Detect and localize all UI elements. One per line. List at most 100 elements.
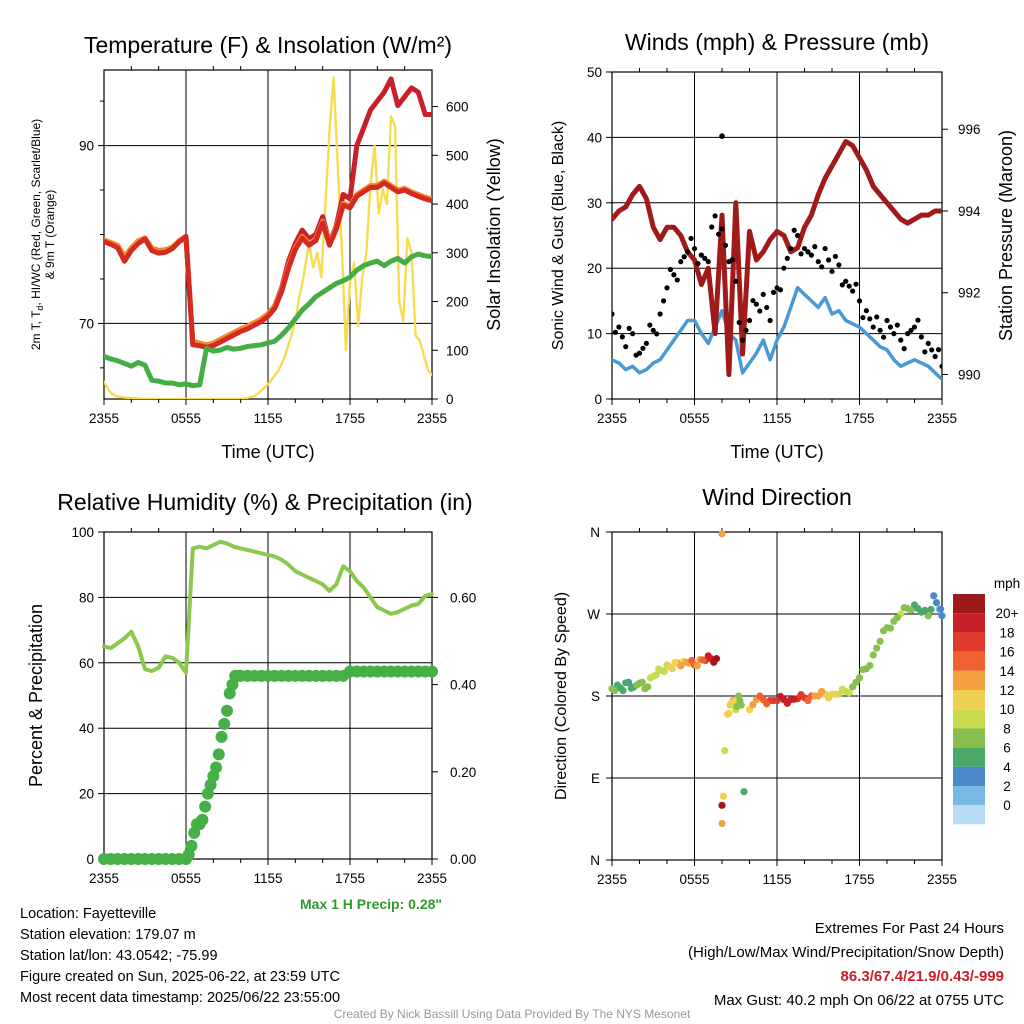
- station-latlon: Station lat/lon: 43.0542; -75.99: [20, 948, 218, 964]
- gust-point: [750, 297, 756, 304]
- gust-point: [822, 245, 828, 252]
- direction-point: [930, 592, 938, 600]
- gust-point: [685, 249, 691, 255]
- precip-point: [218, 717, 231, 730]
- y-tick-label: N: [590, 853, 600, 868]
- gust-point: [691, 245, 698, 252]
- gust-point: [908, 327, 914, 333]
- y2-tick-label: 100: [446, 343, 469, 358]
- y2-tick-label: 0.60: [450, 590, 476, 605]
- direction-point: [638, 678, 646, 686]
- direction-point: [763, 700, 771, 708]
- legend-swatch: [953, 786, 985, 806]
- direction-point: [677, 662, 685, 670]
- y2-tick-label: 990: [958, 367, 981, 382]
- direction-point: [719, 792, 727, 800]
- direction-point: [783, 699, 791, 707]
- gust-point: [915, 317, 921, 323]
- gust-point: [925, 340, 931, 347]
- max-gust: Max Gust: 40.2 mph On 06/22 at 0755 UTC: [713, 992, 1004, 1009]
- x-tick-label: 1755: [335, 871, 365, 886]
- gust-point: [819, 264, 825, 270]
- gust-point: [929, 347, 935, 353]
- x-tick-label: 0555: [679, 411, 709, 426]
- direction-point: [718, 530, 726, 538]
- direction-point: [725, 709, 733, 717]
- humidity-chart: 2355 0555 1155 1755 2355 0 20 40 60 80 100 0.00 0.20…: [26, 489, 476, 886]
- x-tick-label: 1755: [844, 872, 874, 887]
- direction-point: [756, 692, 764, 700]
- gust-point: [698, 252, 704, 258]
- gust-point: [616, 324, 622, 330]
- y2-tick-label: 0.40: [450, 678, 476, 693]
- x-tick-label: 0555: [679, 872, 709, 887]
- gust-point: [850, 288, 856, 294]
- legend-label: 14: [999, 664, 1015, 679]
- gust-point: [777, 287, 784, 293]
- legend-swatch: [953, 766, 985, 786]
- direction-point: [900, 604, 908, 612]
- y-tick-label: 20: [587, 261, 602, 276]
- gust-point: [757, 308, 763, 314]
- station-elevation: Station elevation: 179.07 m: [20, 927, 196, 943]
- y2-tick-label: 994: [958, 204, 981, 219]
- gust-point: [688, 235, 694, 242]
- gust-point: [784, 255, 790, 261]
- gust-point: [709, 224, 715, 230]
- legend-label: 10: [999, 702, 1014, 717]
- y2-tick-label: 500: [446, 148, 469, 163]
- y2-axis-label: Solar Insolation (Yellow): [484, 138, 504, 330]
- precip-point: [215, 730, 228, 743]
- direction-point: [859, 665, 867, 674]
- gust-point: [887, 324, 894, 330]
- gust-point: [657, 311, 663, 317]
- direction-point: [682, 658, 690, 666]
- gust-point: [791, 227, 797, 233]
- direction-point: [649, 672, 657, 681]
- direction-point: [932, 599, 941, 607]
- direction-point: [688, 656, 696, 665]
- gust-point: [712, 213, 718, 219]
- gust-point: [612, 311, 615, 317]
- y-tick-label: 40: [79, 721, 94, 736]
- gust-point: [736, 319, 742, 326]
- gust-point: [667, 266, 674, 273]
- gust-point: [715, 231, 722, 237]
- figure-created: Figure created on Sun, 2025-06-22, at 23…: [20, 969, 340, 985]
- gust-point: [898, 337, 904, 343]
- gust-point: [705, 259, 711, 265]
- direction-point: [693, 662, 701, 670]
- gust-point: [702, 255, 708, 261]
- gust-point: [856, 298, 863, 304]
- direction-point: [666, 663, 674, 671]
- direction-point: [745, 706, 754, 714]
- direction-point: [845, 689, 853, 697]
- x-tick-label: 2355: [927, 411, 957, 426]
- chart-title-humidity: Relative Humidity (%) & Precipitation (i…: [57, 489, 472, 515]
- x-tick-label: 2355: [89, 871, 119, 886]
- x-tick-label: 0555: [171, 411, 201, 426]
- y-tick-label: 20: [79, 787, 94, 802]
- precip-point: [210, 761, 223, 774]
- direction-point: [644, 683, 652, 691]
- direction-point: [866, 661, 874, 670]
- precip-point: [426, 665, 438, 678]
- gust-point: [836, 262, 842, 268]
- speed-legend: mph 20+ 18 16 14 12 10 8 6 4 2 0: [953, 576, 1020, 825]
- gust-point: [719, 226, 725, 232]
- gust-point: [753, 301, 759, 307]
- recent-timestamp: Most recent data timestamp: 2025/06/22 2…: [20, 990, 341, 1006]
- legend-label: 18: [999, 625, 1014, 640]
- precip-point: [196, 813, 209, 826]
- y-tick-label: 60: [79, 656, 94, 671]
- direction-point: [660, 667, 668, 676]
- y-tick-label: 40: [587, 130, 602, 145]
- gust-point: [623, 344, 629, 350]
- y-tick-label: 80: [79, 590, 94, 605]
- gust-point: [860, 314, 866, 321]
- gust-point: [935, 347, 942, 353]
- y2-tick-label: 400: [446, 197, 469, 212]
- credit-line: Created By Nick Bassill Using Data Provi…: [333, 1007, 691, 1021]
- direction-point: [907, 606, 915, 614]
